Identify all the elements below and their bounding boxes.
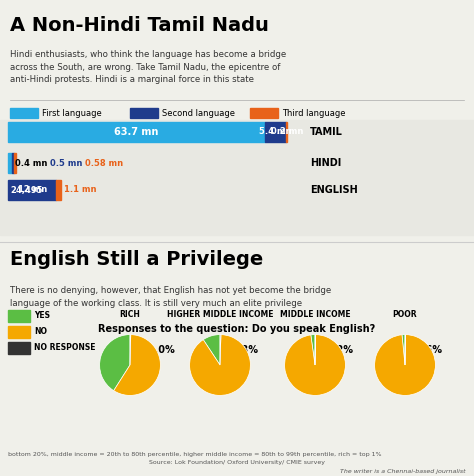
Text: 90.2%: 90.2%	[200, 371, 233, 381]
Text: 1.6%: 1.6%	[416, 345, 443, 355]
Text: TAMIL: TAMIL	[310, 127, 343, 137]
Text: 97.5%: 97.5%	[294, 371, 328, 381]
Text: English Still a Privilege: English Still a Privilege	[10, 250, 263, 269]
Text: 2.2%: 2.2%	[327, 345, 354, 355]
Text: RICH: RICH	[119, 310, 140, 319]
Text: 58.6%: 58.6%	[109, 371, 143, 381]
Bar	[10, 108, 38, 118]
Text: There is no denying, however, that English has not yet become the bridge
languag: There is no denying, however, that Engli…	[10, 286, 331, 307]
Text: NO RESPONSE: NO RESPONSE	[34, 344, 95, 353]
Wedge shape	[130, 335, 131, 365]
Text: 1.1 mn: 1.1 mn	[64, 186, 96, 195]
Text: The writer is a Chennai-based journalist: The writer is a Chennai-based journalist	[340, 469, 466, 474]
Text: YES: YES	[34, 311, 50, 320]
Text: ENGLISH: ENGLISH	[310, 185, 358, 195]
Text: A Non-Hindi Tamil Nadu: A Non-Hindi Tamil Nadu	[10, 16, 269, 35]
Text: MIDDLE INCOME: MIDDLE INCOME	[280, 310, 350, 319]
Text: 0.58 mn: 0.58 mn	[85, 159, 123, 168]
Bar	[130, 108, 158, 118]
Bar	[12, 153, 14, 173]
Text: 63.7 mn: 63.7 mn	[114, 127, 158, 137]
Text: HINDI: HINDI	[310, 158, 341, 168]
Text: 5.4 mn: 5.4 mn	[259, 128, 292, 137]
Text: Third language: Third language	[282, 109, 346, 118]
Wedge shape	[374, 335, 436, 396]
Text: 9.3%: 9.3%	[231, 345, 258, 355]
Bar	[250, 108, 278, 118]
Text: 0.2 mn: 0.2 mn	[271, 128, 303, 137]
Bar	[56, 180, 61, 200]
Text: First language: First language	[42, 109, 102, 118]
Bar	[264, 122, 286, 142]
Text: 12 mn: 12 mn	[18, 186, 47, 195]
Wedge shape	[311, 335, 315, 365]
Text: HIGHER MIDDLE INCOME: HIGHER MIDDLE INCOME	[167, 310, 273, 319]
Wedge shape	[114, 335, 160, 396]
Bar	[8, 153, 12, 173]
Text: 0.4 mn: 0.4 mn	[15, 159, 47, 168]
Text: 98.2%: 98.2%	[384, 371, 418, 381]
Wedge shape	[100, 335, 130, 391]
Text: Responses to the question: Do you speak English?: Responses to the question: Do you speak …	[99, 324, 375, 334]
Bar	[8, 326, 30, 338]
Bar	[8, 310, 30, 322]
Bar	[8, 342, 30, 354]
Wedge shape	[284, 335, 346, 396]
Bar	[286, 122, 287, 142]
Text: 24,495: 24,495	[10, 186, 43, 195]
Text: bottom 20%, middle income = 20th to 80th percentile, higher middle income = 80th: bottom 20%, middle income = 20th to 80th…	[8, 452, 382, 457]
Bar	[8, 122, 264, 142]
Text: Hindi enthusiasts, who think the language has become a bridge
across the South, : Hindi enthusiasts, who think the languag…	[10, 50, 286, 84]
Text: POOR: POOR	[392, 310, 417, 319]
Text: Second language: Second language	[162, 109, 235, 118]
Wedge shape	[220, 335, 221, 365]
Bar	[0, 120, 474, 235]
Text: 0.5 mn: 0.5 mn	[50, 159, 82, 168]
Wedge shape	[203, 335, 220, 365]
Bar	[14, 153, 16, 173]
Text: Source: Lok Foundation/ Oxford University/ CMIE survey: Source: Lok Foundation/ Oxford Universit…	[149, 460, 325, 465]
Text: NO: NO	[34, 327, 47, 337]
Wedge shape	[315, 335, 316, 365]
Bar	[8, 180, 56, 200]
Text: 41.0%: 41.0%	[141, 345, 175, 355]
Wedge shape	[402, 335, 405, 365]
Wedge shape	[190, 335, 250, 396]
